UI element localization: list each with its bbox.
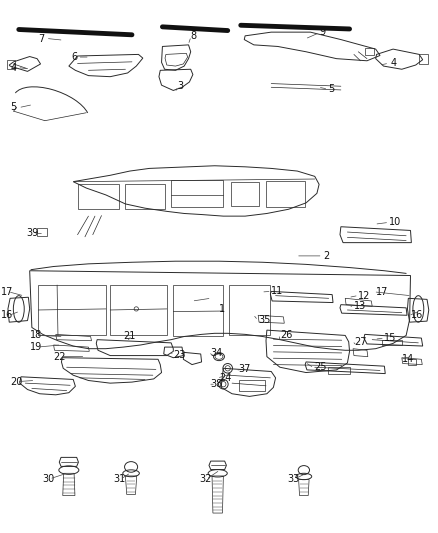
Text: 37: 37 (239, 364, 251, 374)
Text: 25: 25 (314, 362, 326, 372)
Text: 17: 17 (1, 287, 14, 297)
Text: 24: 24 (219, 373, 231, 383)
Bar (382, 340, 402, 345)
Text: 18: 18 (30, 330, 42, 341)
Text: 16: 16 (1, 310, 14, 320)
Text: 4: 4 (10, 63, 16, 72)
Bar (78, 184, 119, 209)
Bar (37, 228, 47, 236)
Text: 30: 30 (43, 474, 55, 483)
Text: 19: 19 (30, 342, 42, 352)
Text: 33: 33 (288, 474, 300, 483)
Text: 15: 15 (385, 333, 397, 343)
Bar (110, 285, 167, 335)
Text: 13: 13 (354, 301, 366, 311)
Bar (328, 367, 350, 374)
Bar (7, 60, 15, 69)
Text: 1: 1 (219, 304, 225, 314)
Text: 10: 10 (389, 217, 401, 228)
Text: 11: 11 (271, 286, 283, 296)
Text: 31: 31 (114, 474, 126, 483)
Text: 16: 16 (410, 310, 423, 320)
Text: 20: 20 (10, 376, 22, 386)
Text: 26: 26 (280, 330, 292, 341)
Text: 32: 32 (199, 474, 212, 483)
Text: 23: 23 (173, 350, 186, 360)
Text: 22: 22 (53, 352, 66, 361)
Bar (239, 381, 265, 391)
Text: 8: 8 (191, 31, 197, 41)
Bar (408, 359, 416, 365)
Bar (365, 48, 374, 55)
Bar (419, 54, 428, 64)
Text: 39: 39 (27, 228, 39, 238)
Bar (231, 182, 259, 206)
Bar (125, 184, 165, 209)
Bar (39, 285, 106, 335)
Text: 17: 17 (376, 287, 388, 297)
Text: 21: 21 (123, 332, 136, 342)
Text: 9: 9 (319, 27, 325, 37)
Text: 6: 6 (71, 52, 77, 62)
Text: 38: 38 (210, 379, 223, 389)
Text: 34: 34 (210, 348, 223, 358)
Text: 35: 35 (258, 314, 271, 325)
Text: 2: 2 (323, 251, 330, 261)
Text: 7: 7 (39, 34, 45, 44)
Bar (265, 181, 305, 207)
Text: 14: 14 (402, 354, 414, 364)
Bar (229, 285, 270, 335)
Bar (171, 180, 223, 207)
Text: 4: 4 (391, 59, 397, 68)
Text: 27: 27 (354, 337, 367, 347)
Text: 12: 12 (358, 290, 371, 301)
Text: 5: 5 (10, 102, 16, 112)
Text: 5: 5 (328, 84, 334, 94)
Text: 3: 3 (178, 81, 184, 91)
Bar (173, 285, 223, 336)
